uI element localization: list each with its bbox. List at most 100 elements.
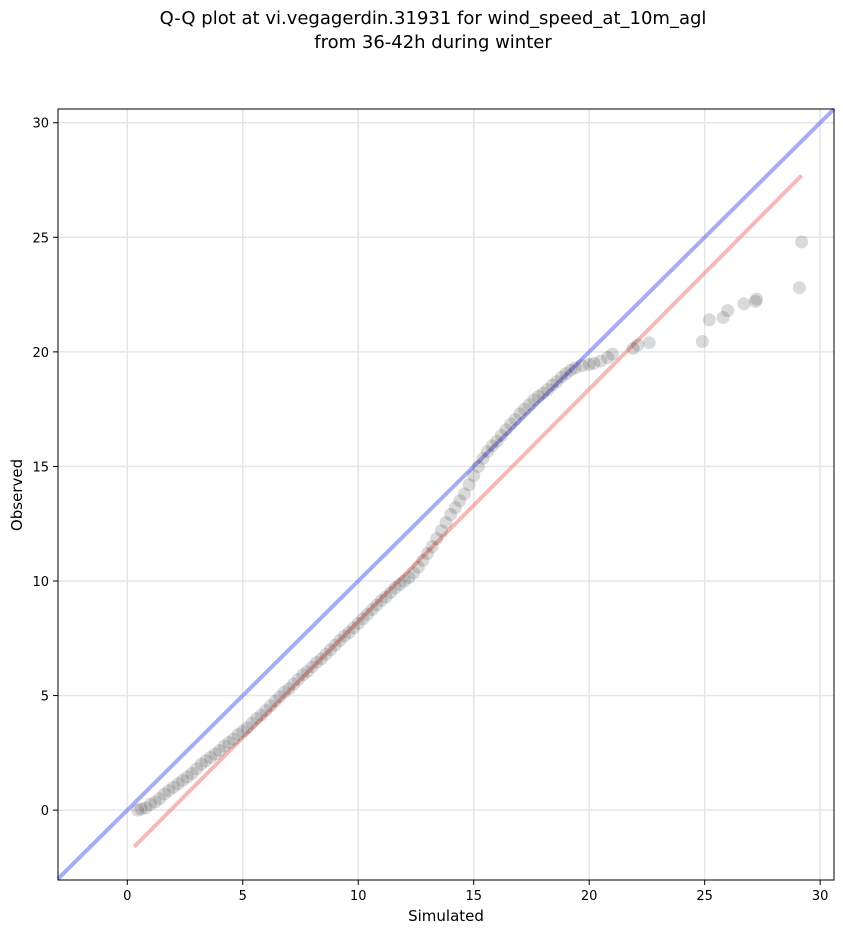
x-tick-label: 25 <box>696 889 713 904</box>
qq-point <box>199 754 213 768</box>
qq-point <box>185 766 199 780</box>
qq-point <box>527 393 541 407</box>
qq-point <box>508 412 522 426</box>
qq-point <box>240 721 254 735</box>
y-tick-label: 10 <box>32 575 49 590</box>
qq-point <box>531 390 545 404</box>
qq-point <box>263 699 277 713</box>
qq-point <box>337 629 351 643</box>
qq-point <box>439 516 453 530</box>
qq-point <box>421 546 435 560</box>
qq-point <box>131 803 145 817</box>
qq-point <box>541 383 555 397</box>
qq-point <box>485 439 499 453</box>
qq-point <box>448 501 462 515</box>
qq-point <box>360 607 374 621</box>
chart-title-line-2: from 36-42h during winter <box>314 32 552 53</box>
x-tick-label: 15 <box>465 889 482 904</box>
qq-point <box>268 694 282 708</box>
qq-point <box>695 335 709 349</box>
qq-point <box>296 668 310 682</box>
qq-point <box>430 532 444 546</box>
qq-point <box>737 297 751 311</box>
qq-point <box>716 311 730 325</box>
qq-point <box>594 354 608 368</box>
qq-point <box>370 598 384 612</box>
data-points <box>131 235 809 817</box>
qq-point <box>568 361 582 375</box>
qq-point <box>282 682 296 696</box>
qq-point <box>499 423 513 437</box>
qq-point <box>277 685 291 699</box>
qq-point <box>203 750 217 764</box>
qq-point <box>388 581 402 595</box>
x-tick-label: 20 <box>581 889 598 904</box>
qq-point <box>171 777 185 791</box>
qq-point <box>513 407 527 421</box>
y-tick-label: 5 <box>41 690 49 705</box>
x-tick-label: 10 <box>350 889 367 904</box>
identity-reference-line <box>56 107 836 881</box>
qq-point <box>134 802 148 816</box>
qq-point <box>564 363 578 377</box>
qq-point <box>291 673 305 687</box>
x-axis-label: Simulated <box>408 907 484 925</box>
qq-point <box>467 469 481 483</box>
qq-point <box>180 770 194 784</box>
qq-point <box>453 494 467 508</box>
qq-point <box>494 429 508 443</box>
qq-point <box>143 797 157 811</box>
qq-point <box>217 739 231 753</box>
qq-point <box>328 638 342 652</box>
qq-point <box>462 478 476 492</box>
y-tick-label: 20 <box>32 346 49 361</box>
qq-point <box>236 724 250 738</box>
qq-point <box>490 434 504 448</box>
qq-point <box>333 634 347 648</box>
x-tick-label: 30 <box>812 889 829 904</box>
qq-point <box>397 574 411 588</box>
qq-point <box>642 336 656 350</box>
qq-point <box>407 566 421 580</box>
qq-point <box>222 736 236 750</box>
qq-point <box>444 508 458 522</box>
qq-point <box>176 773 190 787</box>
qq-point <box>702 313 716 327</box>
qq-point <box>347 621 361 635</box>
plot-frame <box>57 108 835 881</box>
qq-point <box>518 402 532 416</box>
y-tick-label: 25 <box>32 231 49 246</box>
qq-point <box>536 386 550 400</box>
qq-point <box>374 593 388 607</box>
qq-point <box>481 445 495 459</box>
qq-point <box>356 612 370 626</box>
qq-point <box>411 560 425 574</box>
qq-point <box>250 711 264 725</box>
qq-point <box>522 398 536 412</box>
qq-point <box>631 338 645 352</box>
qq-point <box>319 647 333 661</box>
qq-point <box>365 603 379 617</box>
qq-point <box>166 780 180 794</box>
qq-point <box>559 367 573 381</box>
qq-point <box>457 487 471 501</box>
qq-point <box>148 795 162 809</box>
qq-point <box>273 690 287 704</box>
qq-point <box>434 524 448 538</box>
qq-point <box>393 577 407 591</box>
x-tick-label: 5 <box>239 889 247 904</box>
qq-point <box>416 553 430 567</box>
qq-point <box>605 347 619 361</box>
qq-point <box>254 708 268 722</box>
qq-point <box>575 359 589 373</box>
qq-point <box>601 351 615 365</box>
y-axis-label: Observed <box>8 459 26 531</box>
qq-point <box>750 292 764 306</box>
qq-point <box>259 703 273 717</box>
qq-point <box>792 281 806 295</box>
qq-point <box>324 643 338 657</box>
qq-point <box>626 341 640 355</box>
qq-point <box>314 652 328 666</box>
qq-point <box>310 655 324 669</box>
